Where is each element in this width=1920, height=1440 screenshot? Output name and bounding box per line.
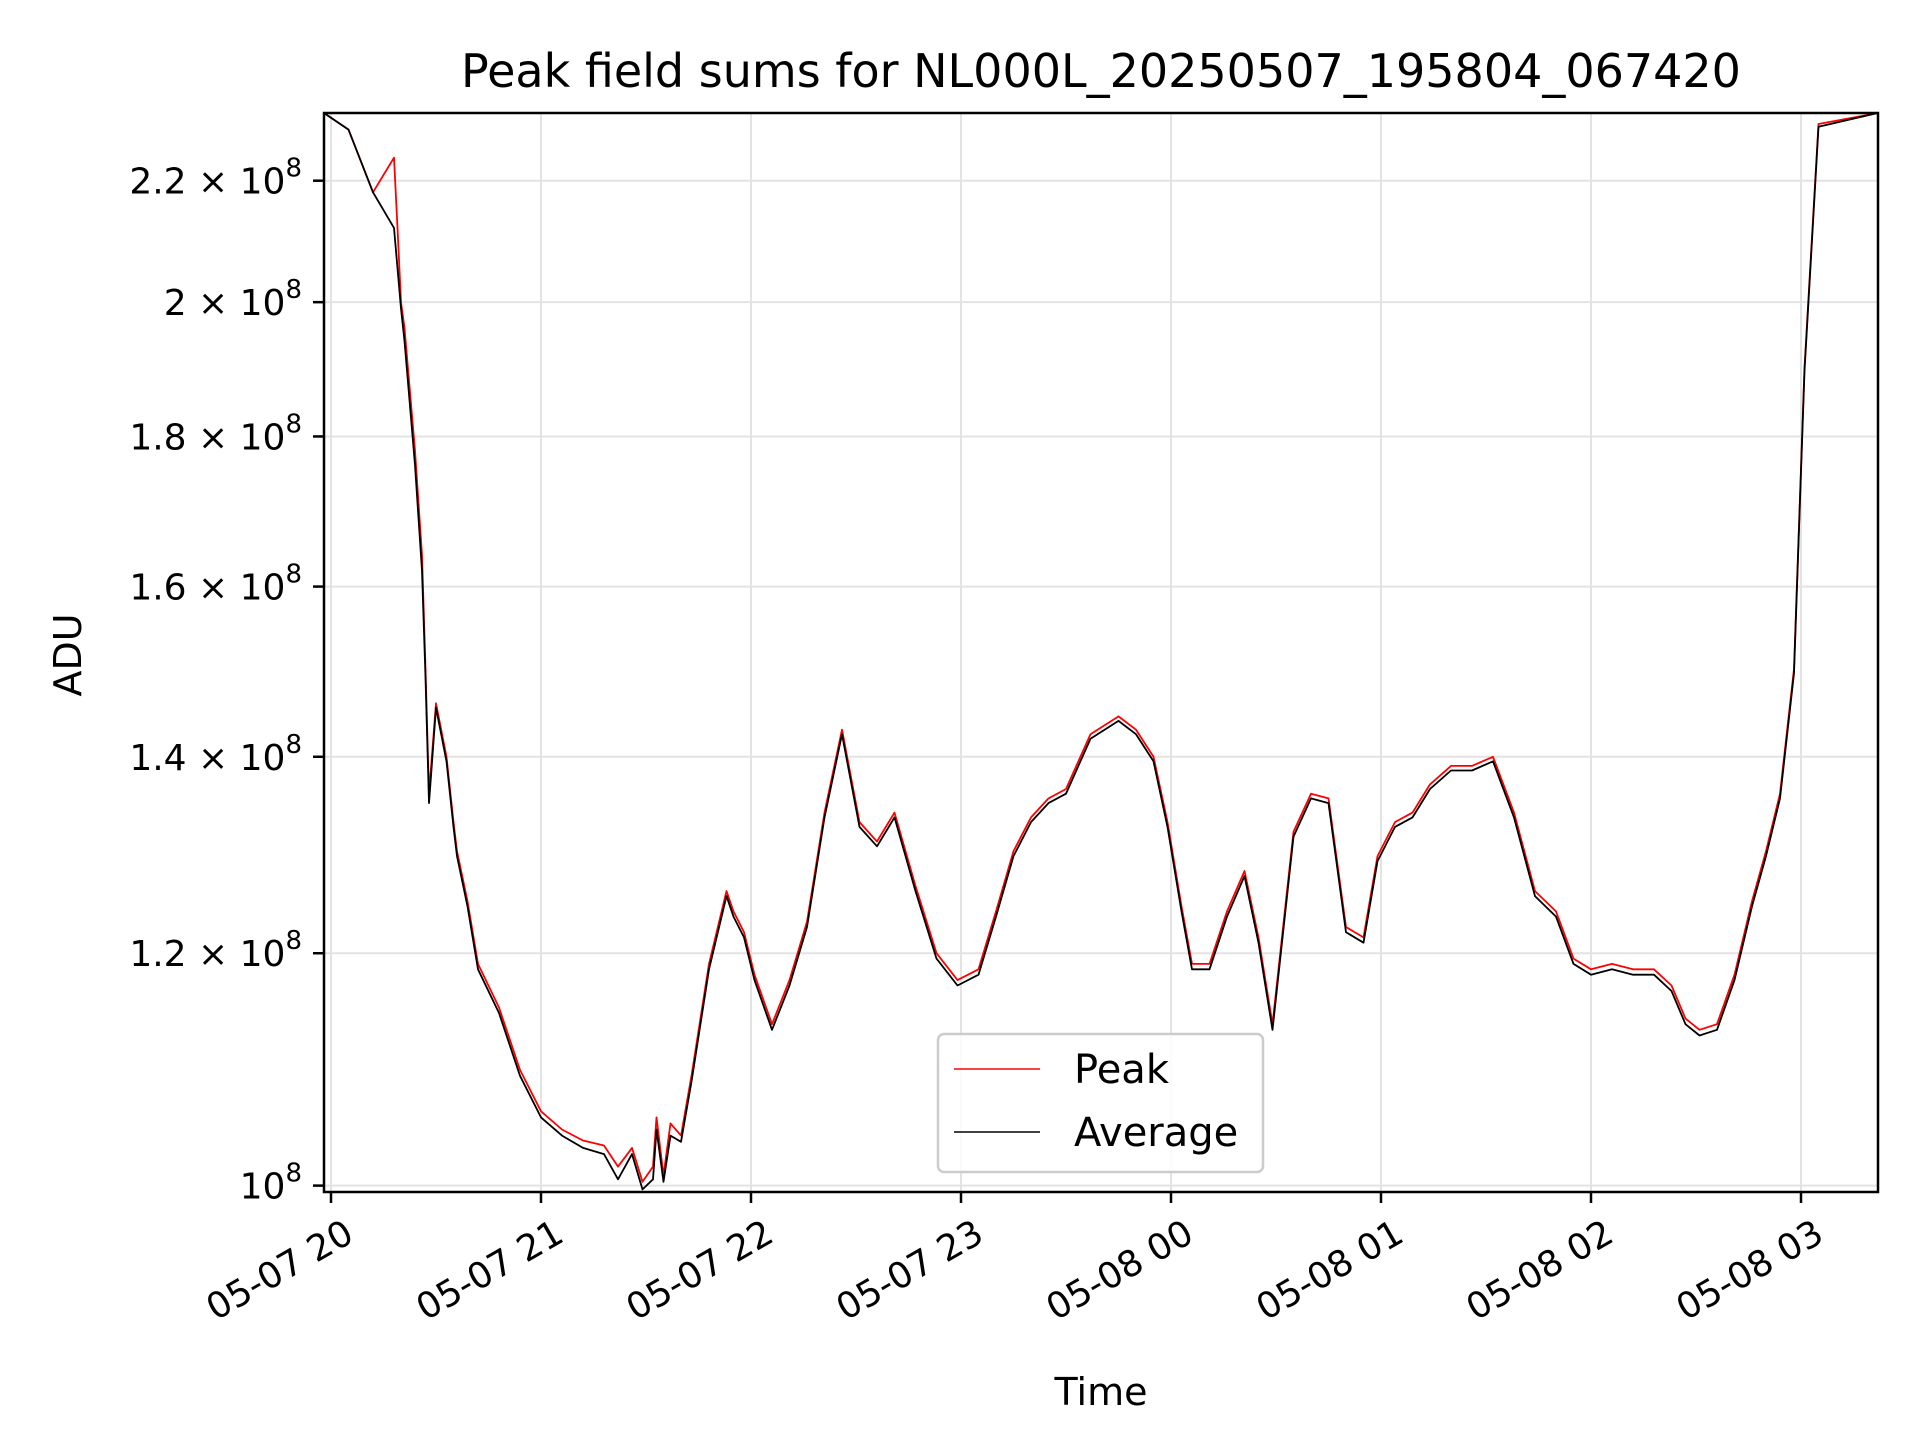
y-tick-label: 1.6 × 108 <box>129 560 302 609</box>
legend-label-average: Average <box>1074 1110 1238 1156</box>
legend: Peak Average <box>936 1032 1265 1174</box>
x-axis-label: Time <box>1054 1370 1148 1414</box>
y-axis-label: ADU <box>46 613 90 696</box>
y-tick-label: 1.4 × 108 <box>129 730 302 779</box>
y-tick-label: 1.2 × 108 <box>129 926 302 975</box>
y-tick-label: 2.2 × 108 <box>129 154 302 203</box>
series-layer <box>324 113 1878 1191</box>
y-tick-label: 108 <box>240 1159 302 1208</box>
legend-label-peak: Peak <box>1074 1047 1170 1093</box>
series-line-average <box>324 113 1878 1191</box>
series-line-peak <box>324 113 1878 1183</box>
grid <box>324 113 1878 1192</box>
y-axis: 108 1.2 × 108 1.4 × 108 1.6 × 108 1.8 × 108 2… <box>129 154 324 1208</box>
chart-title: Peak field sums for NL000L_20250507_1958… <box>461 44 1741 98</box>
y-tick-label: 2 × 108 <box>164 275 302 324</box>
y-tick-label: 1.8 × 108 <box>129 409 302 458</box>
plot-frame <box>322 111 1880 1194</box>
